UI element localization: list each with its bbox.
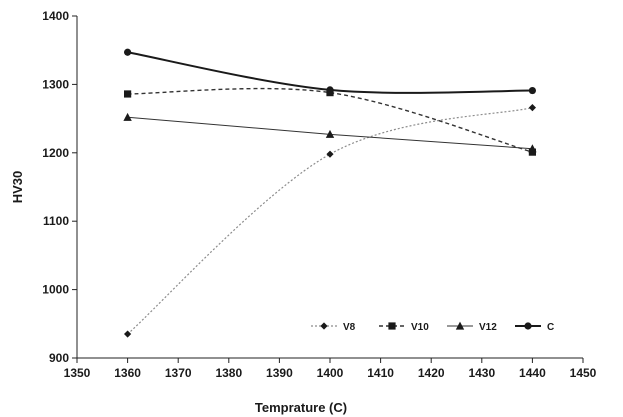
data-point-v8 (528, 104, 536, 112)
data-point-v10 (124, 90, 132, 98)
series-line-v10 (127, 87, 533, 153)
axes (72, 15, 584, 363)
legend-label-v12: V12 (479, 322, 497, 333)
y-tick-label: 1000 (42, 283, 69, 297)
data-point-v8 (326, 150, 334, 158)
data-point-v12 (528, 144, 537, 153)
y-axis-title: HV30 (10, 171, 25, 204)
x-tick-label: 1380 (215, 366, 242, 380)
data-point-v12 (123, 112, 132, 121)
tick-labels: 900 1000 1100 1200 1300 1400 1350 1360 1370 1380 1… (42, 9, 596, 380)
y-tick-label: 1200 (42, 146, 69, 160)
x-tick-label: 1350 (64, 366, 91, 380)
legend-marker-c (524, 322, 532, 330)
data-point-v8 (124, 330, 132, 338)
x-tick-label: 1370 (165, 366, 192, 380)
y-tick-label: 1100 (43, 214, 69, 228)
data-point-c (124, 48, 132, 56)
data-point-c (528, 86, 537, 95)
legend-label-v10: V10 (411, 322, 429, 333)
x-tick-label: 1400 (317, 366, 344, 380)
series-markers (123, 48, 537, 338)
legend-label-c: C (547, 322, 554, 333)
legend: V8 V10 V12 C (311, 321, 554, 333)
y-tick-label: 1300 (42, 77, 69, 91)
data-point-c (326, 86, 334, 94)
x-tick-label: 1450 (570, 366, 597, 380)
x-tick-label: 1420 (418, 366, 445, 380)
legend-marker-v12 (455, 321, 465, 330)
x-tick-label: 1440 (519, 366, 546, 380)
data-point-v12 (325, 129, 335, 138)
x-tick-label: 1360 (114, 366, 141, 380)
legend-marker-v8 (320, 322, 328, 330)
x-tick-label: 1430 (468, 366, 495, 380)
y-tick-label: 1400 (42, 9, 69, 23)
legend-marker-v10 (388, 322, 396, 330)
x-tick-label: 1410 (367, 366, 394, 380)
legend-label-v8: V8 (343, 322, 356, 333)
x-tick-label: 1390 (266, 366, 293, 380)
y-tick-label: 900 (49, 351, 69, 365)
series-line-v8 (127, 107, 533, 335)
x-axis-title: Temprature (C) (255, 400, 347, 415)
